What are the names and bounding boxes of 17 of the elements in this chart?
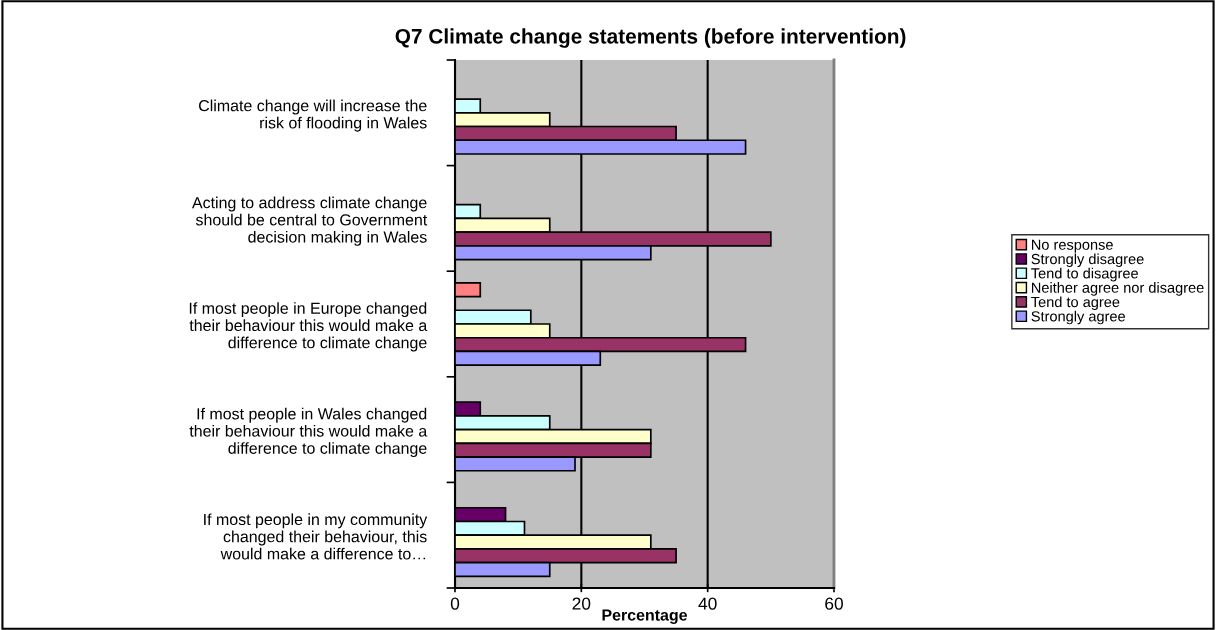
legend-label: No response xyxy=(1032,239,1113,253)
x-tick-label: 20 xyxy=(572,597,591,610)
x-tick-label: 60 xyxy=(825,597,843,610)
x-tick-label: 40 xyxy=(698,597,717,610)
y-tick-label: Acting to address climate change should be central to Government decision making in Wales xyxy=(191,196,428,246)
y-tick-label: If most people in my community changed their behaviour, this would make a difference to… xyxy=(204,513,428,560)
legend-label: Strongly disagree xyxy=(1031,253,1144,268)
legend-label: Neither agree nor disagree xyxy=(1032,282,1204,296)
legend-label: Tend to disagree xyxy=(1031,267,1138,282)
chart-title: Q7 Climate change statements (before intervention) xyxy=(395,28,906,48)
legend-label: Tend to agree xyxy=(1031,296,1120,311)
y-tick-label: Climate change will increase the risk of flooding in Wales xyxy=(199,99,427,132)
y-tick-label: If most people in Europe changed their behaviour this would make a difference to climate change xyxy=(189,302,428,352)
x-axis-title: Percentage xyxy=(602,609,688,624)
y-tick-label: If most people in Wales changed their behaviour this would make a difference to climate change xyxy=(189,407,428,458)
x-tick-label: 0 xyxy=(450,597,460,610)
legend-label: Strongly agree xyxy=(1031,310,1125,325)
